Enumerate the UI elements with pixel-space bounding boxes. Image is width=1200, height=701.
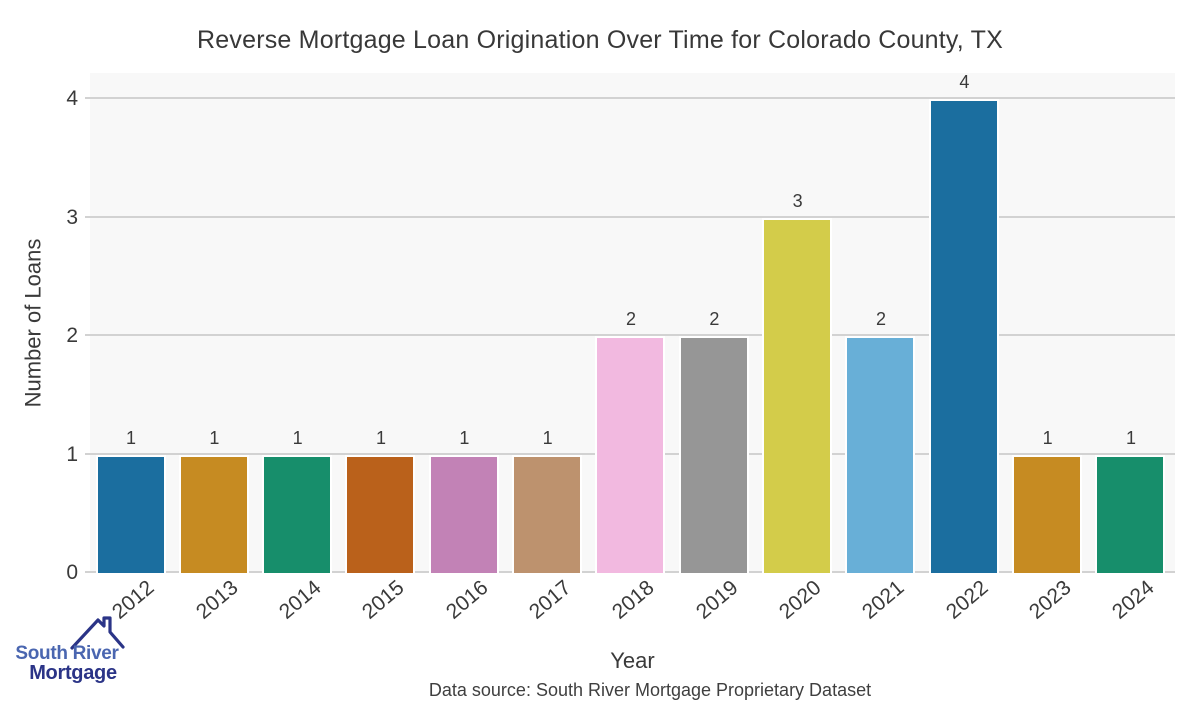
bar-2012 <box>95 454 166 573</box>
bar-2013 <box>178 454 249 573</box>
gridline-y3 <box>85 215 1175 218</box>
bar-value-label-2013: 1 <box>209 427 220 448</box>
y-tick-label-0: 0 <box>66 561 78 584</box>
bar-value-label-2017: 1 <box>542 427 553 448</box>
gridline-y4 <box>85 97 1175 99</box>
bar-2018 <box>595 336 666 573</box>
bar-2024 <box>1095 454 1166 573</box>
x-tick-label-2017: 2017 <box>524 576 576 624</box>
x-tick-label-2016: 2016 <box>441 576 493 624</box>
bar-2019 <box>678 336 749 573</box>
chart-title: Reverse Mortgage Loan Origination Over T… <box>197 26 1003 54</box>
house-roof-icon <box>70 616 125 650</box>
bar-2014 <box>262 454 333 573</box>
bar-value-label-2012: 1 <box>125 427 136 448</box>
bar-value-label-2020: 3 <box>792 190 803 211</box>
x-tick-label-2013: 2013 <box>191 576 243 624</box>
bar-2021 <box>845 336 916 573</box>
bar-value-label-2021: 2 <box>875 309 886 329</box>
bar-2015 <box>345 454 416 573</box>
bar-value-label-2018: 2 <box>625 309 636 329</box>
bar-2016 <box>428 454 499 573</box>
x-tick-label-2019: 2019 <box>691 576 743 624</box>
y-axis-title: Number of Loans <box>10 73 56 573</box>
bar-2023 <box>1012 454 1083 573</box>
bar-value-label-2016: 1 <box>459 427 470 448</box>
y-tick-label-4: 4 <box>66 87 78 110</box>
data-source-note: Data source: South River Mortgage Propri… <box>428 680 872 700</box>
y-tick-label-2: 2 <box>66 324 78 347</box>
x-tick-label-2014: 2014 <box>274 576 326 624</box>
x-axis-title: Year <box>610 648 655 673</box>
x-tick-label-2020: 2020 <box>774 576 826 624</box>
bar-value-label-2024: 1 <box>1125 427 1136 448</box>
y-tick-label-3: 3 <box>66 205 78 229</box>
bar-value-label-2015: 1 <box>375 427 386 448</box>
bar-2017 <box>512 454 583 573</box>
x-tick-label-2023: 2023 <box>1024 576 1076 624</box>
x-tick-label-2022: 2022 <box>941 576 993 624</box>
bar-value-label-2023: 1 <box>1042 427 1053 448</box>
bar-value-label-2019: 2 <box>709 309 720 329</box>
x-tick-label-2018: 2018 <box>608 576 659 624</box>
bar-value-label-2022: 4 <box>959 72 970 92</box>
bar-2022 <box>928 99 999 573</box>
y-axis-title-text: Number of Loans <box>20 238 46 408</box>
bar-2020 <box>762 217 833 573</box>
bar-value-label-2014: 1 <box>292 427 303 448</box>
x-tick-label-2024: 2024 <box>1108 576 1159 624</box>
y-tick-label-1: 1 <box>66 442 78 466</box>
x-tick-label-2021: 2021 <box>858 576 909 624</box>
x-tick-label-2015: 2015 <box>358 576 409 624</box>
logo-text-line2: Mortgage <box>29 662 117 684</box>
logo-text-line1: South River <box>15 643 119 664</box>
plot-area: 1 1 1 1 1 1 2 2 3 2 4 1 1 <box>85 72 1175 573</box>
gridline-y2 <box>85 334 1175 336</box>
